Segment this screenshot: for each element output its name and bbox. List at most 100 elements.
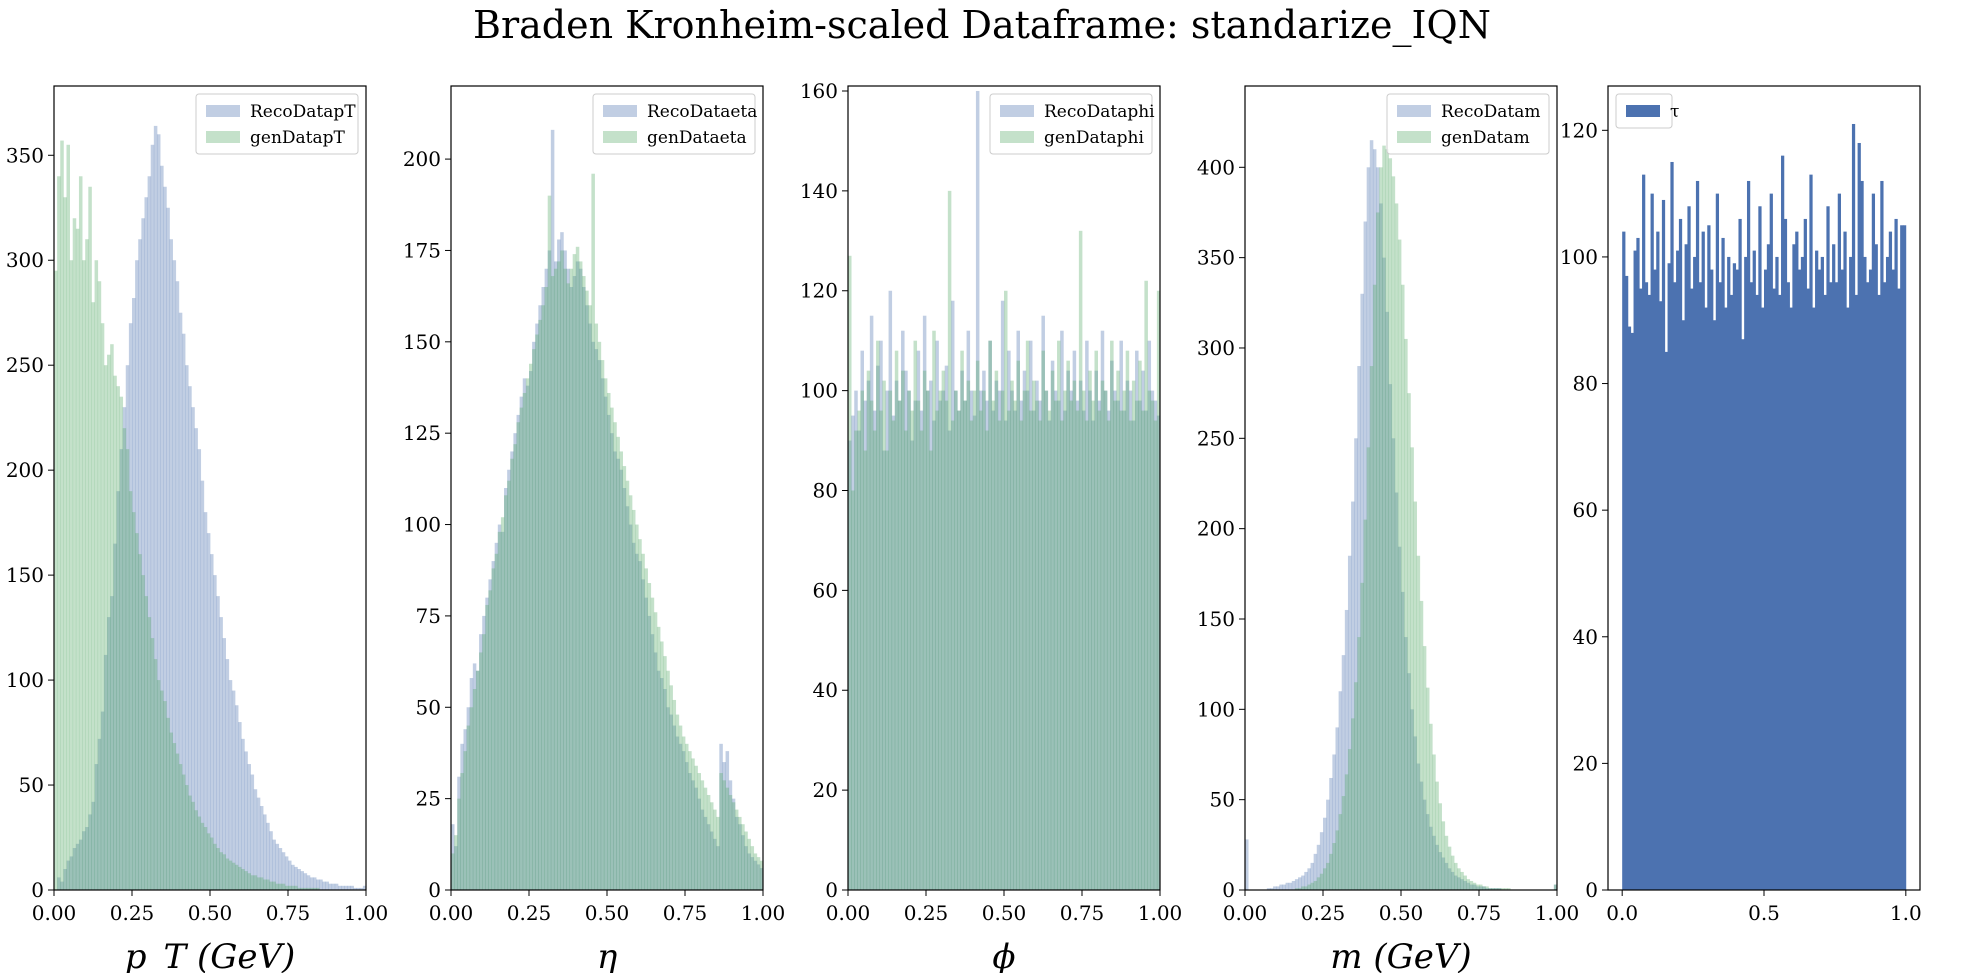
histogram-bar <box>1749 282 1754 890</box>
histogram-bar <box>1758 206 1762 890</box>
figure-title: Braden Kronheim-scaled Dataframe: standa… <box>473 3 1491 48</box>
histogram-bar <box>1718 282 1722 890</box>
x-tick-label: 0.50 <box>982 901 1027 925</box>
histogram-bar <box>203 512 208 890</box>
histogram-bar <box>1094 370 1098 890</box>
histogram-bar <box>694 765 698 890</box>
histogram-bar <box>1413 501 1417 890</box>
histogram-bar <box>941 390 946 890</box>
histogram-bar <box>1388 158 1393 890</box>
histogram-bar <box>681 751 686 890</box>
histogram-bar <box>475 670 480 890</box>
y-tick-label: 250 <box>6 353 44 377</box>
histogram-bar <box>1860 180 1864 890</box>
histogram-bar <box>1382 145 1386 890</box>
histogram-bar <box>950 300 955 891</box>
legend-swatch <box>1000 105 1034 117</box>
histogram-bar <box>178 764 183 890</box>
histogram-bar <box>316 879 320 890</box>
histogram-bar <box>1435 781 1439 890</box>
histogram-bar <box>238 866 242 890</box>
histogram-bar <box>1069 400 1074 890</box>
histogram-bar <box>1298 877 1302 890</box>
x-tick-label: 0.5 <box>1748 901 1780 925</box>
histogram-bar <box>1028 410 1033 890</box>
histogram-bar <box>497 524 502 890</box>
histogram-bar <box>1351 501 1355 890</box>
histogram-bar <box>1103 390 1108 890</box>
histogram-bar <box>1028 340 1033 890</box>
histogram-bar <box>897 400 902 890</box>
histogram-bar <box>963 400 967 890</box>
histogram-bar <box>322 881 326 890</box>
histogram-bar <box>916 400 921 890</box>
histogram-bar <box>607 392 611 890</box>
histogram-bar <box>1479 884 1483 890</box>
histogram-bar <box>253 789 258 890</box>
histogram-bar <box>988 340 992 890</box>
histogram-bar <box>138 554 142 890</box>
histogram-bar <box>706 824 711 890</box>
histogram-bar <box>1727 256 1731 890</box>
histogram-bar <box>234 864 239 890</box>
y-tick-label: 50 <box>1210 788 1235 812</box>
histogram-bar <box>716 816 720 890</box>
histogram-bar <box>119 449 124 890</box>
histogram-bar <box>1407 673 1411 890</box>
histogram-bar <box>494 542 499 890</box>
histogram-bar <box>1778 294 1782 890</box>
histogram-bar <box>200 822 205 890</box>
bars-group <box>1245 140 1558 891</box>
histogram-bar <box>454 835 458 890</box>
y-tick-label: 75 <box>416 604 441 628</box>
histogram-bar <box>1044 390 1049 890</box>
histogram-bar <box>888 390 893 890</box>
y-tick-label: 125 <box>403 421 441 445</box>
histogram-bar <box>731 798 736 890</box>
histogram-bar <box>947 430 952 890</box>
histogram-bar <box>175 753 180 890</box>
histogram-bar <box>1744 256 1748 890</box>
histogram-bar <box>291 885 295 890</box>
histogram-bar <box>960 370 964 890</box>
histogram-bar <box>1097 400 1102 890</box>
histogram-bar <box>1354 682 1358 890</box>
x-tick-label: 0.50 <box>585 901 630 925</box>
histogram-bar <box>635 553 639 890</box>
histogram-bar <box>1422 646 1427 890</box>
histogram-bar <box>869 400 874 890</box>
histogram-bar <box>872 410 877 890</box>
histogram-bar <box>1288 882 1293 890</box>
histogram-bar <box>482 615 486 890</box>
histogram-bar <box>1035 400 1039 890</box>
histogram-bar <box>156 680 161 890</box>
histogram-bar <box>488 579 492 890</box>
histogram-bar <box>1639 288 1643 891</box>
histogram-bar <box>1659 301 1663 890</box>
histogram-bar <box>78 839 83 890</box>
histogram-bar <box>1091 420 1095 890</box>
y-tick-label: 200 <box>1197 517 1235 541</box>
histogram-bar <box>1025 340 1030 890</box>
histogram-bar <box>591 341 595 890</box>
histogram-bar <box>663 656 667 890</box>
histogram-bar <box>1050 360 1055 890</box>
histogram-bar <box>572 254 577 891</box>
histogram-bar <box>272 881 276 890</box>
x-tick-label: 0.75 <box>663 901 708 925</box>
histogram-bar <box>647 615 652 890</box>
x-ticks: 0.00 0.25 0.50 0.75 1.00 <box>1223 890 1579 925</box>
histogram-bar <box>719 773 723 890</box>
histogram-bar <box>1466 882 1471 890</box>
histogram-bar <box>153 659 158 890</box>
histogram-bar <box>516 422 521 890</box>
histogram-bar <box>60 140 64 890</box>
x-axis-label: η <box>597 937 618 973</box>
histogram-bar <box>1866 282 1870 890</box>
legend-box <box>989 93 1153 155</box>
subplot-3: 0.00 0.25 0.50 0.75 1.00 0 20 40 60 80 100 120 140 16… <box>800 79 1182 973</box>
histogram-bar <box>594 349 599 890</box>
histogram-bar <box>538 305 542 890</box>
histogram-bar <box>256 877 261 890</box>
histogram-bar <box>603 378 608 890</box>
